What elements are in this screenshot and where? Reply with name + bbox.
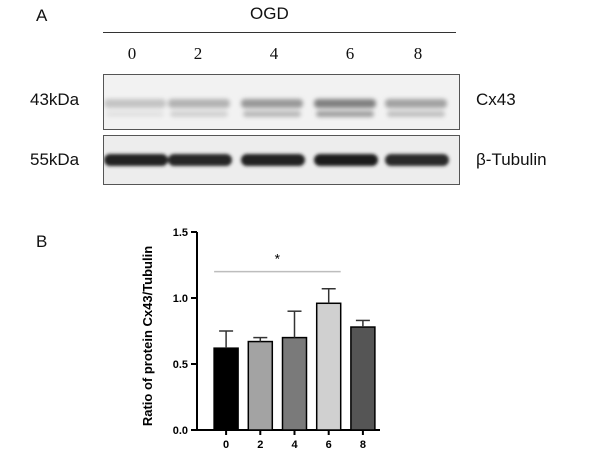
bar	[281, 336, 308, 431]
panel-b-letter: B	[36, 232, 48, 251]
y-tick-label: 1.5	[173, 227, 188, 239]
blot-band-tubulin	[241, 154, 305, 166]
lane-label: 8	[413, 44, 423, 63]
blot-band-cx43-lower	[387, 111, 445, 117]
western-blot-tubulin	[103, 135, 460, 185]
y-axis-label: Ratio of protein Cx43/Tubulin	[140, 246, 155, 426]
lane-label: 2	[193, 44, 203, 63]
blot-band-cx43	[314, 99, 376, 108]
blot-band-cx43	[241, 99, 303, 108]
blot-band-tubulin	[104, 154, 168, 166]
blot-band-tubulin	[385, 154, 449, 166]
y-tick-label: 0.5	[173, 359, 188, 371]
panel-a-letter: A	[36, 6, 48, 25]
bar	[213, 347, 239, 431]
blot-band-cx43	[385, 99, 447, 108]
x-tick-label: 2	[257, 439, 263, 451]
x-tick-label: 8	[360, 439, 366, 451]
y-tick-label: 1.0	[173, 293, 188, 305]
blot-band-cx43-lower	[106, 111, 164, 117]
ogd-title: OGD	[250, 4, 289, 23]
blot-band-cx43-lower	[316, 111, 374, 117]
protein-label-cx43: Cx43	[476, 90, 516, 109]
lane-label: 4	[269, 44, 279, 63]
lane-label: 6	[345, 44, 355, 63]
western-blot-cx43	[103, 74, 460, 130]
mw-label-cx43: 43kDa	[30, 90, 80, 109]
ogd-underline	[103, 32, 456, 33]
x-tick-label: 4	[291, 439, 298, 451]
blot-band-cx43	[168, 99, 230, 108]
blot-bands-tubulin	[104, 154, 449, 166]
blot-band-cx43-lower	[170, 111, 228, 117]
bar	[350, 326, 376, 431]
blot-band-cx43	[104, 99, 166, 108]
blot-band-tubulin	[314, 154, 378, 166]
blot-bands-cx43	[104, 99, 447, 117]
blot-band-cx43-lower	[243, 111, 301, 117]
lane-label: 0	[127, 44, 137, 63]
bar	[247, 340, 274, 431]
blot-band-tubulin	[168, 154, 232, 166]
protein-label-tubulin: β-Tubulin	[476, 150, 547, 169]
x-tick-label: 0	[223, 439, 229, 451]
x-tick-label: 6	[326, 439, 332, 451]
y-tick-label: 0.0	[173, 425, 188, 437]
significance-marker: *	[275, 251, 281, 267]
bar	[315, 302, 342, 431]
mw-label-tubulin: 55kDa	[30, 150, 80, 169]
lane-labels: 0 2 4 6 8	[0, 44, 594, 68]
